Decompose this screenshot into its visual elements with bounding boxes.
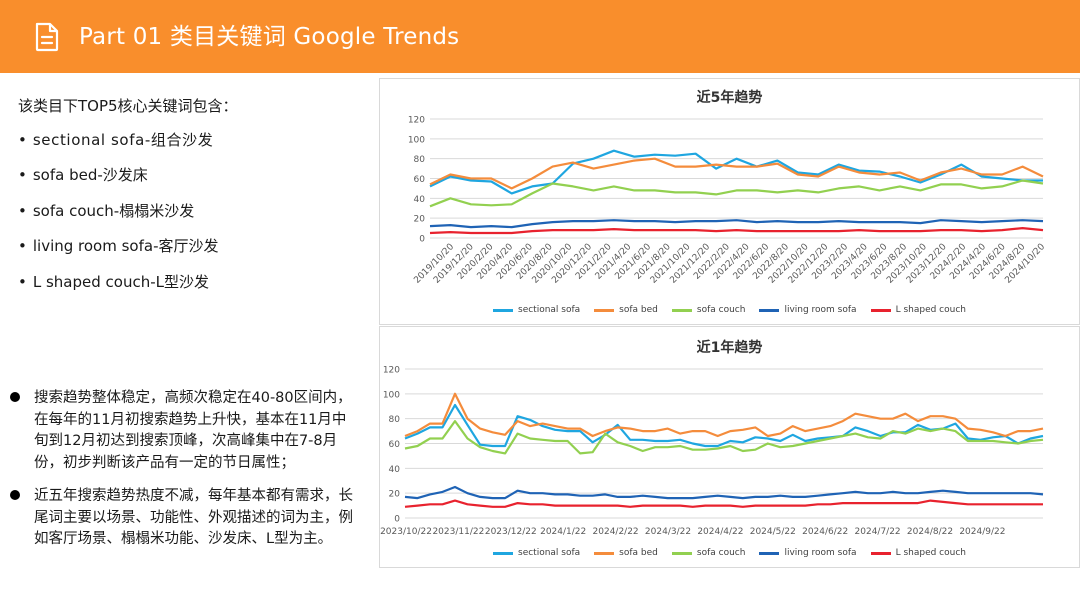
legend-item: living room sofa bbox=[759, 548, 857, 558]
chart-legend: sectional sofa sofa bed sofa couch livin… bbox=[380, 305, 1079, 315]
legend-item: L shaped couch bbox=[870, 548, 966, 558]
chart-title: 近5年趋势 bbox=[696, 90, 763, 106]
x-tick-label: 2024/9/22 bbox=[959, 527, 1005, 537]
x-tick-label: 2024/2/22 bbox=[593, 527, 639, 537]
bullet-dot bbox=[10, 392, 20, 402]
keyword-label: living room sofa-客厅沙发 bbox=[32, 237, 219, 255]
x-tick-label: 2023/11/22 bbox=[432, 527, 484, 537]
x-tick-label: 2024/4/22 bbox=[697, 527, 743, 537]
x-tick-label: 2023/12/22 bbox=[485, 527, 537, 537]
bullet-dot: • bbox=[18, 131, 27, 149]
keyword-label: sofa couch-榻榻米沙发 bbox=[32, 202, 195, 220]
legend-item: L shaped couch bbox=[870, 305, 966, 315]
line-chart-5-year: 0204060801001202019/10/202019/12/202020/… bbox=[408, 116, 1048, 286]
keyword-item: • sofa couch-榻榻米沙发 bbox=[18, 200, 194, 221]
bullet-dot: • bbox=[18, 237, 27, 255]
bullet-dot: • bbox=[18, 166, 27, 184]
x-tick-label: 2024/8/22 bbox=[907, 527, 953, 537]
y-tick-label: 0 bbox=[419, 235, 425, 245]
bullet-dot bbox=[10, 490, 20, 500]
x-tick-label: 2024/7/22 bbox=[855, 527, 901, 537]
y-tick-label: 20 bbox=[414, 215, 426, 225]
chart-panel-5-year: 近5年趋势 0 20 40 60 80 100 120 2019/10/20 2019/12/2… bbox=[379, 78, 1080, 325]
x-tick-label: 2024/1/22 bbox=[540, 527, 586, 537]
legend-swatch bbox=[493, 308, 513, 312]
series-line bbox=[429, 149, 1043, 195]
legend-swatch bbox=[759, 551, 780, 555]
legend-swatch bbox=[870, 551, 891, 555]
chart-title: 近1年趋势 bbox=[696, 340, 763, 356]
legend-swatch bbox=[671, 551, 692, 555]
legend-label: sofa couch bbox=[696, 305, 746, 315]
series-line bbox=[404, 499, 1043, 508]
header-bar: Part 01 类目关键词 Google Trends bbox=[0, 0, 1080, 73]
series-line bbox=[429, 227, 1044, 235]
chart-panel-1-year: 近1年趋势 0 20 40 60 80 100 120 2023/10/22 2023/11/2… bbox=[379, 326, 1080, 568]
legend-label: sofa bed bbox=[619, 548, 658, 558]
series-line bbox=[429, 219, 1044, 229]
legend-swatch bbox=[870, 308, 891, 312]
y-tick-label: 100 bbox=[383, 390, 400, 400]
note-text: 搜索趋势整体稳定，高频次稳定在40-80区间内，在每年的11月初搜索趋势上升快，… bbox=[34, 390, 352, 471]
legend-label: sectional sofa bbox=[518, 305, 581, 315]
intro-text: 该类目下TOP5核心关键词包含： bbox=[18, 97, 238, 115]
document-icon bbox=[35, 22, 59, 52]
chart-legend: sectional sofa sofa bed sofa couch livin… bbox=[380, 548, 1079, 558]
legend-item: sofa bed bbox=[594, 548, 658, 558]
line-chart-1-year: 0 20 40 60 80 100 120 2023/10/22 2023/11/22 2023/… bbox=[380, 366, 1044, 537]
series-line bbox=[404, 419, 1044, 455]
legend-item: sectional sofa bbox=[493, 305, 580, 315]
legend-label: living room sofa bbox=[784, 305, 857, 315]
y-tick-label: 0 bbox=[394, 515, 400, 525]
y-tick-label: 40 bbox=[389, 465, 401, 475]
legend-item: sofa couch bbox=[671, 548, 746, 558]
legend-swatch bbox=[594, 551, 615, 555]
y-tick-label: 60 bbox=[414, 175, 426, 185]
legend-item: sectional sofa bbox=[493, 548, 580, 558]
series-line bbox=[404, 403, 1044, 448]
y-tick-label: 120 bbox=[383, 366, 400, 376]
keyword-item: • sofa bed-沙发床 bbox=[18, 164, 148, 185]
legend-label: sofa couch bbox=[696, 548, 746, 558]
y-tick-label: 40 bbox=[414, 195, 426, 205]
legend-label: L shaped couch bbox=[895, 305, 966, 315]
x-tick-label: 2024/3/22 bbox=[645, 527, 691, 537]
series-line bbox=[404, 485, 1044, 500]
keyword-label: L shaped couch-L型沙发 bbox=[32, 273, 209, 291]
legend-swatch bbox=[759, 308, 780, 312]
y-tick-label: 100 bbox=[408, 135, 425, 145]
y-tick-label: 20 bbox=[389, 490, 401, 500]
note-paragraph: 搜索趋势整体稳定，高频次稳定在40-80区间内，在每年的11月初搜索趋势上升快，… bbox=[10, 388, 360, 474]
x-tick-label: 2024/6/22 bbox=[802, 527, 848, 537]
legend-swatch bbox=[594, 308, 615, 312]
series-line bbox=[404, 392, 1044, 438]
keyword-label: sectional sofa-组合沙发 bbox=[32, 131, 214, 149]
keyword-item: • living room sofa-客厅沙发 bbox=[18, 235, 219, 256]
page-title: Part 01 类目关键词 Google Trends bbox=[79, 24, 460, 50]
note-paragraph: 近五年搜索趋势热度不减，每年基本都有需求，长尾词主要以场景、功能性、外观描述的词… bbox=[10, 486, 360, 551]
x-tick-label: 2024/5/22 bbox=[750, 527, 796, 537]
x-tick-label: 2023/10/22 bbox=[380, 527, 432, 537]
keyword-label: sofa bed-沙发床 bbox=[32, 166, 148, 184]
y-tick-label: 60 bbox=[389, 440, 401, 450]
y-tick-label: 80 bbox=[389, 415, 401, 425]
legend-item: sofa bed bbox=[594, 305, 658, 315]
series-line bbox=[429, 179, 1044, 208]
y-tick-label: 80 bbox=[414, 155, 426, 165]
bullet-dot: • bbox=[18, 202, 27, 220]
legend-swatch bbox=[671, 308, 692, 312]
keyword-item: • L shaped couch-L型沙发 bbox=[18, 271, 209, 292]
y-tick-label: 120 bbox=[408, 116, 425, 126]
note-text: 近五年搜索趋势热度不减，每年基本都有需求，长尾词主要以场景、功能性、外观描述的词… bbox=[34, 488, 353, 547]
legend-label: L shaped couch bbox=[895, 548, 966, 558]
keyword-item: • sectional sofa-组合沙发 bbox=[18, 129, 213, 150]
series-line bbox=[429, 157, 1044, 190]
legend-item: sofa couch bbox=[671, 305, 746, 315]
legend-label: living room sofa bbox=[784, 548, 857, 558]
legend-label: sectional sofa bbox=[518, 548, 581, 558]
bullet-dot: • bbox=[18, 273, 27, 291]
legend-item: living room sofa bbox=[759, 305, 857, 315]
legend-label: sofa bed bbox=[619, 305, 658, 315]
legend-swatch bbox=[493, 551, 513, 555]
